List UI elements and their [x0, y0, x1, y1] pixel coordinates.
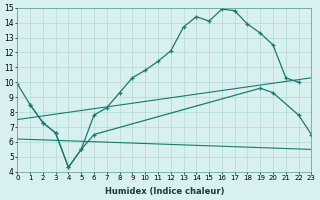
- X-axis label: Humidex (Indice chaleur): Humidex (Indice chaleur): [105, 187, 224, 196]
